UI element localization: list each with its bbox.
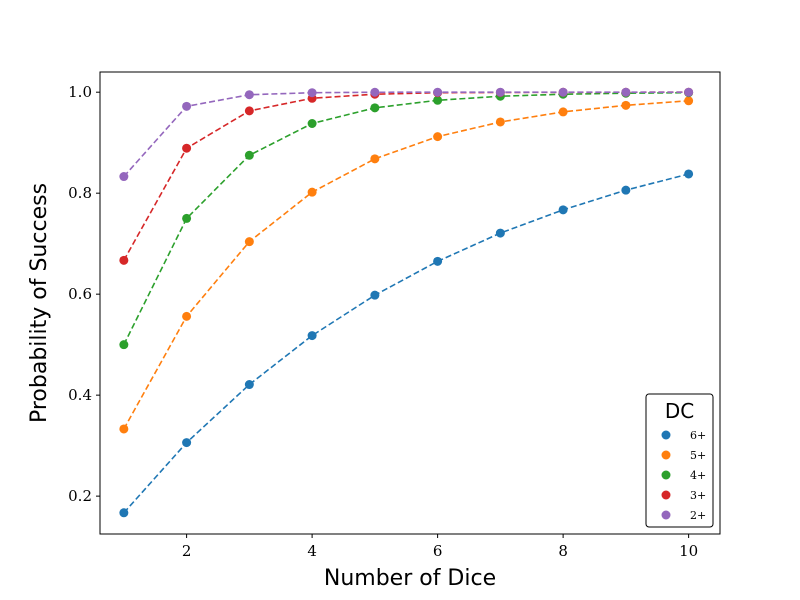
- legend-label: 2+: [690, 509, 706, 522]
- legend-label: 3+: [690, 489, 706, 502]
- y-tick-label: 1.0: [68, 83, 92, 101]
- y-axis-label: Probability of Success: [27, 183, 52, 423]
- data-point: [307, 88, 317, 98]
- x-tick-label: 6: [433, 542, 443, 560]
- data-point: [370, 103, 380, 113]
- x-tick-label: 2: [182, 542, 192, 560]
- plot-frame: [99, 71, 721, 535]
- data-point: [495, 87, 505, 97]
- y-tick-label: 0.2: [68, 487, 92, 505]
- data-point: [684, 87, 694, 97]
- legend-label: 4+: [690, 469, 706, 482]
- series-line-1: [123, 99, 689, 430]
- data-point: [495, 228, 505, 238]
- data-point: [621, 185, 631, 195]
- x-axis-label: Number of Dice: [324, 566, 496, 591]
- data-point: [433, 256, 443, 266]
- legend-marker: [661, 450, 671, 460]
- y-tick-label: 0.8: [68, 184, 92, 202]
- data-point: [182, 213, 192, 223]
- data-point: [370, 154, 380, 164]
- legend-marker: [661, 430, 671, 440]
- legend-marker: [661, 510, 671, 520]
- series-line-4: [123, 91, 689, 178]
- data-point: [621, 100, 631, 110]
- legend-marker: [661, 470, 671, 480]
- series-line-0: [123, 173, 689, 514]
- data-point: [684, 169, 694, 179]
- data-point: [307, 187, 317, 197]
- data-point: [684, 96, 694, 106]
- data-point: [307, 331, 317, 341]
- data-point: [433, 95, 443, 105]
- series-line-2: [123, 91, 689, 346]
- y-tick-label: 0.6: [68, 285, 92, 303]
- legend-title: DC: [665, 399, 694, 423]
- legend-marker: [661, 490, 671, 500]
- data-point: [182, 101, 192, 111]
- legend-label: 5+: [690, 449, 706, 462]
- legend-label: 6+: [690, 429, 706, 442]
- data-point: [119, 255, 129, 265]
- axis-ticks: 2 4 6 8 10 0.2 0.4 0.6 0.8 1.0: [68, 83, 698, 560]
- data-point: [119, 340, 129, 350]
- data-point: [433, 132, 443, 142]
- data-point: [119, 424, 129, 434]
- data-point: [182, 311, 192, 321]
- data-point: [119, 172, 129, 182]
- data-point: [119, 508, 129, 518]
- plot-marks: [119, 87, 694, 518]
- data-point: [370, 290, 380, 300]
- y-tick-label: 0.4: [68, 386, 92, 404]
- x-tick-label: 4: [307, 542, 317, 560]
- legend: DC 6+ 5+ 4+ 3+ 2+: [645, 393, 714, 528]
- data-point: [621, 87, 631, 97]
- x-tick-label: 8: [558, 542, 568, 560]
- data-point: [182, 438, 192, 448]
- data-point: [244, 237, 254, 247]
- data-point: [558, 87, 568, 97]
- data-point: [182, 143, 192, 153]
- data-point: [558, 107, 568, 117]
- data-point: [370, 87, 380, 97]
- series-line-3: [123, 91, 689, 261]
- data-point: [433, 87, 443, 97]
- data-point: [244, 106, 254, 116]
- data-point: [244, 380, 254, 390]
- x-tick-label: 10: [679, 542, 698, 560]
- data-point: [558, 205, 568, 215]
- data-point: [244, 150, 254, 160]
- data-point: [495, 117, 505, 127]
- data-point: [307, 119, 317, 128]
- data-point: [244, 90, 254, 100]
